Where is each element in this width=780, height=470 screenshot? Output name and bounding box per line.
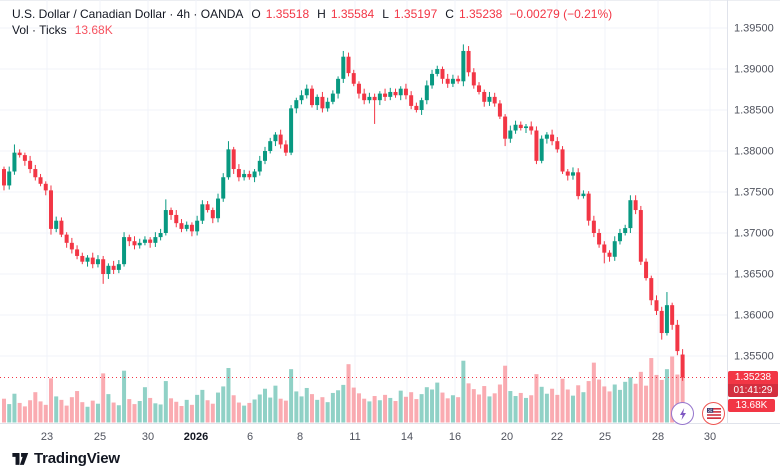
svg-text:16: 16 [449, 431, 461, 443]
svg-text:1.37500: 1.37500 [734, 187, 774, 199]
svg-text:2026: 2026 [184, 431, 208, 443]
candlestick-series [2, 44, 685, 381]
high-label: H [317, 7, 326, 21]
us-flag-icon [706, 408, 721, 419]
low-value: 1.35197 [393, 7, 438, 21]
svg-text:11: 11 [349, 431, 360, 443]
svg-text:30: 30 [704, 431, 716, 443]
lightning-button[interactable] [671, 402, 694, 425]
volume-indicator-label[interactable]: Vol · Ticks [12, 23, 67, 37]
volume-series [2, 356, 685, 423]
tradingview-logo[interactable]: TradingView [10, 449, 120, 468]
close-label: C [445, 7, 454, 21]
low-label: L [382, 7, 389, 21]
tradingview-logo-text: TradingView [34, 450, 120, 467]
svg-text:1.39500: 1.39500 [734, 23, 774, 35]
svg-text:1.38500: 1.38500 [734, 105, 774, 117]
svg-text:22: 22 [551, 431, 563, 443]
open-label: O [251, 7, 261, 21]
us-flag-button[interactable] [702, 402, 725, 425]
top-divider [0, 0, 780, 1]
last-price-badge: 1.35238 [728, 371, 778, 384]
svg-text:8: 8 [297, 431, 303, 443]
svg-text:1.35500: 1.35500 [734, 351, 774, 363]
tradingview-logo-icon [12, 452, 29, 465]
svg-text:25: 25 [94, 431, 106, 443]
grid-lines [0, 0, 727, 423]
symbol-description[interactable]: U.S. Dollar / Canadian Dollar · 4h · OAN… [12, 7, 244, 21]
svg-text:28: 28 [652, 431, 664, 443]
lightning-icon [679, 407, 686, 420]
price-axis-labels[interactable]: 1.39500 1.39000 1.38500 1.38000 1.37500 1.370… [734, 23, 774, 363]
svg-text:1.36500: 1.36500 [734, 269, 774, 281]
change-value: −0.00279 (−0.21%) [509, 7, 613, 21]
high-value: 1.35584 [330, 7, 375, 21]
svg-text:1.37000: 1.37000 [734, 228, 774, 240]
bar-countdown-badge: 01:41:29 [728, 384, 778, 397]
svg-text:20: 20 [501, 431, 513, 443]
svg-text:23: 23 [41, 431, 53, 443]
svg-text:1.38000: 1.38000 [734, 146, 774, 158]
svg-text:6: 6 [247, 431, 253, 443]
open-value: 1.35518 [265, 7, 310, 21]
volume-indicator-row[interactable]: Vol · Ticks 13.68K [12, 23, 113, 37]
svg-text:25: 25 [599, 431, 611, 443]
svg-text:30: 30 [142, 431, 154, 443]
last-volume-badge: 13.68K [728, 399, 775, 412]
close-value: 1.35238 [458, 7, 503, 21]
svg-text:14: 14 [401, 431, 413, 443]
time-axis-labels[interactable]: 23 25 30 2026 6 8 11 14 16 20 22 25 28 30 [41, 431, 716, 443]
svg-text:1.36000: 1.36000 [734, 310, 774, 322]
volume-indicator-value: 13.68K [74, 23, 113, 37]
svg-text:1.39000: 1.39000 [734, 64, 774, 76]
symbol-header[interactable]: U.S. Dollar / Canadian Dollar · 4h · OAN… [12, 7, 612, 21]
